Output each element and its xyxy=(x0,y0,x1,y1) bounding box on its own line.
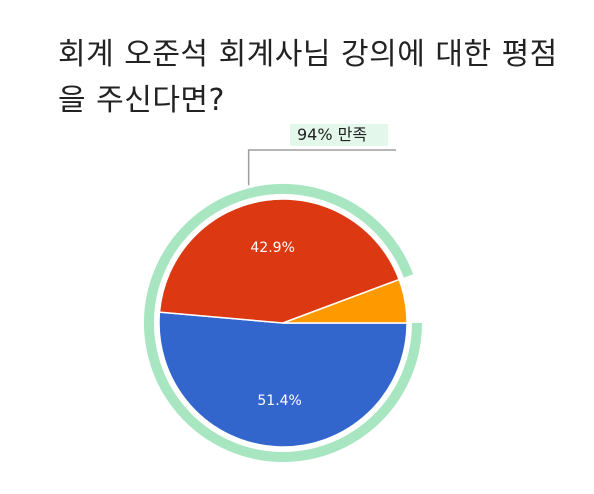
slice-labels: 51.4% 42.9% xyxy=(250,240,301,409)
satisfaction-ring-arc xyxy=(144,184,422,462)
satisfaction-callout: 94% 만족 xyxy=(247,124,396,186)
slice-value-label-1: 51.4% xyxy=(257,393,301,409)
callout-leader-line xyxy=(247,149,396,186)
callout-background xyxy=(290,124,388,146)
pie-slice-3 xyxy=(282,278,408,324)
callout-label: 94% 만족 xyxy=(297,125,367,144)
slice-value-label-2: 42.9% xyxy=(250,240,294,256)
pie-slice-1 xyxy=(158,311,408,448)
pie-slices xyxy=(158,198,408,448)
pie-slice-2 xyxy=(158,198,401,324)
satisfaction-ring xyxy=(144,184,422,462)
chart-title: 회계 오준석 회계사님 강의에 대한 평점을 주신다면? xyxy=(58,37,558,118)
